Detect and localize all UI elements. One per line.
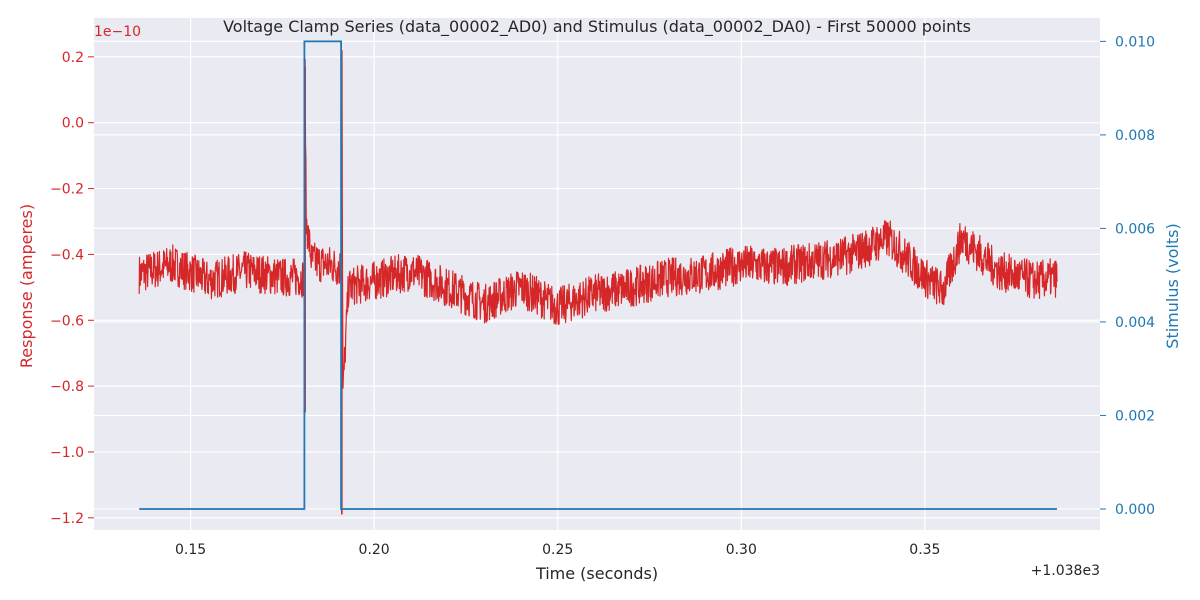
- left-tick-label: −0.8: [50, 379, 84, 395]
- right-tick-label: 0.002: [1115, 408, 1155, 424]
- left-tick-label: 0.0: [62, 116, 84, 132]
- response-line: [138, 58, 1058, 389]
- right-axis-label: Stimulus (volts): [1163, 223, 1182, 348]
- x-tick-label: 0.25: [542, 542, 573, 558]
- x-tick-label: 0.15: [175, 542, 206, 558]
- left-axis-ticks: 0.2 0.0 −0.2 −0.4 −0.6 −0.8 −1.0 −1.2: [50, 50, 94, 527]
- x-tick-label: 0.30: [726, 542, 757, 558]
- stimulus-series: [139, 40, 1057, 510]
- left-tick-label: 0.2: [62, 50, 84, 66]
- right-tick-label: 0.008: [1115, 128, 1155, 144]
- left-tick-label: −1.0: [50, 445, 84, 461]
- left-tick-label: −0.4: [50, 247, 84, 263]
- left-tick-label: −0.2: [50, 182, 84, 198]
- left-tick-label: −0.6: [50, 313, 84, 329]
- x-offset-label: +1.038e3: [1031, 563, 1100, 579]
- right-axis-ticks: 0.000 0.002 0.004 0.006 0.008 0.010: [1100, 34, 1155, 518]
- left-axis-label: Response (amperes): [17, 204, 36, 368]
- left-tick-label: −1.2: [50, 511, 84, 527]
- stimulus-line: [139, 40, 1057, 510]
- right-tick-label: 0.004: [1115, 315, 1155, 331]
- right-tick-label: 0.000: [1115, 502, 1155, 518]
- right-tick-label: 0.010: [1115, 34, 1155, 50]
- x-tick-label: 0.20: [359, 542, 390, 558]
- left-multiplier-label: 1e−10: [94, 24, 141, 40]
- x-axis-ticks: 0.15 0.20 0.25 0.30 0.35: [175, 542, 940, 558]
- grid-lines: [94, 18, 1100, 530]
- right-tick-label: 0.006: [1115, 221, 1155, 237]
- x-tick-label: 0.35: [909, 542, 940, 558]
- x-axis-label: Time (seconds): [535, 564, 658, 583]
- chart-title: Voltage Clamp Series (data_00002_AD0) an…: [223, 17, 971, 37]
